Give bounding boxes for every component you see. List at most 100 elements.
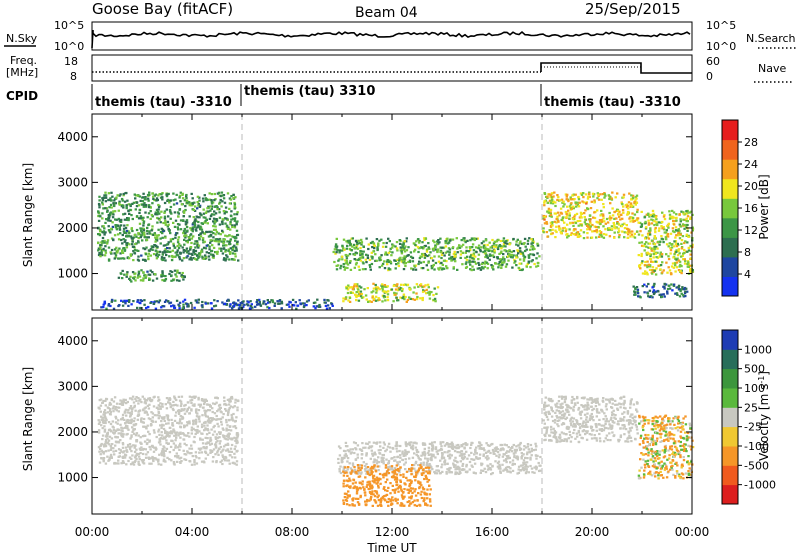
echo-cell (215, 441, 218, 444)
echo-cell (155, 406, 159, 409)
echo-cell (647, 222, 651, 225)
echo-cell (593, 199, 596, 202)
echo-cell (206, 429, 210, 432)
echo-cell (204, 414, 207, 417)
echo-cell (498, 245, 501, 248)
echo-cell (486, 450, 489, 453)
echo-cell (335, 264, 338, 267)
echo-cell (655, 256, 658, 259)
echo-cell (433, 441, 436, 444)
echo-cell (379, 445, 382, 448)
echo-cell (140, 446, 143, 449)
echo-cell (432, 263, 435, 267)
echo-cell (563, 221, 566, 224)
echo-cell (371, 452, 374, 455)
echo-cell (519, 258, 522, 261)
echo-cell (141, 395, 144, 398)
echo-cell (579, 192, 583, 195)
echo-cell (179, 252, 182, 255)
echo-cell (597, 226, 600, 229)
echo-cell (142, 421, 145, 424)
echo-cell (143, 397, 146, 400)
echo-cell (430, 267, 434, 270)
echo-cell (173, 463, 176, 466)
echo-cell (141, 219, 144, 222)
echo-cell (209, 405, 212, 408)
echo-cell (194, 418, 198, 421)
echo-cell (452, 464, 455, 467)
echo-cell (177, 454, 180, 458)
echo-cell (466, 457, 469, 460)
echo-cell (133, 275, 136, 278)
echo-cell (134, 423, 138, 426)
echo-cell (361, 268, 365, 271)
echo-cell (179, 418, 182, 421)
echo-cell (387, 442, 391, 445)
echo-cell (103, 194, 106, 197)
echo-cell (167, 401, 170, 404)
echo-cell (163, 419, 166, 422)
echo-cell (439, 237, 442, 240)
echo-cell (276, 300, 279, 303)
echo-cell (166, 220, 170, 223)
echo-cell (157, 234, 160, 237)
echo-cell (508, 249, 511, 252)
echo-cell (521, 454, 524, 457)
echo-cell (231, 235, 234, 238)
echo-cell (580, 212, 583, 215)
echo-cell (140, 234, 143, 237)
echo-cell (200, 398, 204, 401)
echo-cell (543, 201, 546, 204)
echo-cell (498, 453, 501, 456)
echo-cell (403, 463, 406, 466)
echo-cell (107, 192, 111, 195)
echo-cell (477, 261, 480, 265)
echo-cell (509, 256, 513, 259)
echo-cell (176, 249, 179, 252)
echo-cell (365, 261, 368, 264)
echo-cell (405, 300, 408, 303)
echo-cell (210, 207, 213, 210)
echo-cell (646, 264, 649, 267)
echo-cell (428, 463, 431, 466)
echo-cell (220, 420, 223, 423)
echo-cell (417, 285, 420, 288)
echo-cell (211, 253, 214, 256)
echo-cell (655, 221, 658, 224)
echo-cell (618, 210, 621, 213)
echo-cell (439, 442, 442, 445)
echo-cell (224, 455, 227, 459)
echo-cell (672, 284, 676, 287)
echo-cell (163, 217, 167, 220)
echo-cell (382, 294, 386, 298)
echo-cell (150, 399, 153, 402)
echo-cell (113, 453, 116, 456)
echo-cell (145, 238, 149, 241)
echo-cell (515, 256, 518, 259)
echo-cell (365, 462, 368, 466)
echo-cell (114, 218, 117, 221)
echo-cell (192, 395, 195, 398)
echo-cell (314, 307, 317, 310)
echo-cell (203, 240, 206, 243)
echo-cell (127, 459, 130, 463)
echo-cell (208, 192, 211, 195)
echo-cell (680, 255, 683, 258)
echo-cell (661, 227, 664, 230)
echo-cell (346, 449, 350, 452)
echo-cell (522, 254, 525, 257)
echo-cell (443, 459, 447, 462)
echo-cell (182, 230, 186, 233)
echo-cell (398, 242, 402, 245)
cpid-segment-3: themis (tau) -3310 (544, 95, 681, 110)
echo-cell (623, 236, 626, 239)
echo-cell (199, 448, 202, 451)
echo-cell (223, 399, 226, 403)
echo-cell (372, 461, 375, 464)
echo-cell (456, 451, 459, 454)
echo-cell (531, 238, 534, 241)
echo-cell (118, 226, 121, 229)
echo-cell (154, 240, 157, 243)
echo-cell (109, 413, 112, 416)
echo-cell (653, 243, 657, 246)
